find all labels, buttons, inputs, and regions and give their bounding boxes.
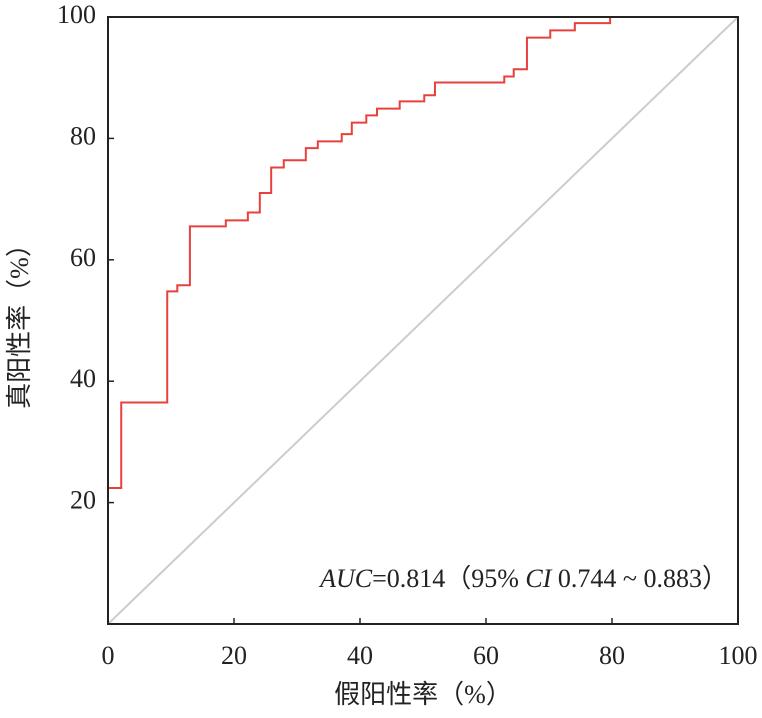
x-tick-label: 80 [599, 641, 625, 670]
annotation-part: 0.744 ~ 0.883） [551, 564, 728, 593]
y-tick-label: 40 [70, 364, 96, 393]
annotation-part: CI [525, 564, 552, 593]
x-tick-label: 40 [347, 641, 373, 670]
y-tick-label: 20 [70, 486, 96, 515]
roc-curve [107, 16, 738, 624]
reference-line [107, 16, 739, 625]
x-tick-label: 0 [102, 641, 115, 670]
y-axis-label: 真阳性率（%） [5, 231, 34, 409]
y-tick-label: 60 [70, 243, 96, 272]
x-tick-label: 60 [473, 641, 499, 670]
annotation: AUC=0.814（95% CI 0.744 ~ 0.883） [318, 564, 728, 593]
x-tick-label: 20 [221, 641, 247, 670]
annotation-part: AUC [318, 564, 373, 593]
annotation-part: =0.814（95% [372, 564, 525, 593]
y-tick-label: 80 [70, 121, 96, 150]
x-tick-label: 100 [719, 641, 758, 670]
x-axis-label: 假阳性率（%） [334, 680, 512, 709]
y-tick-label: 100 [57, 0, 96, 29]
plot-frame [107, 16, 739, 625]
